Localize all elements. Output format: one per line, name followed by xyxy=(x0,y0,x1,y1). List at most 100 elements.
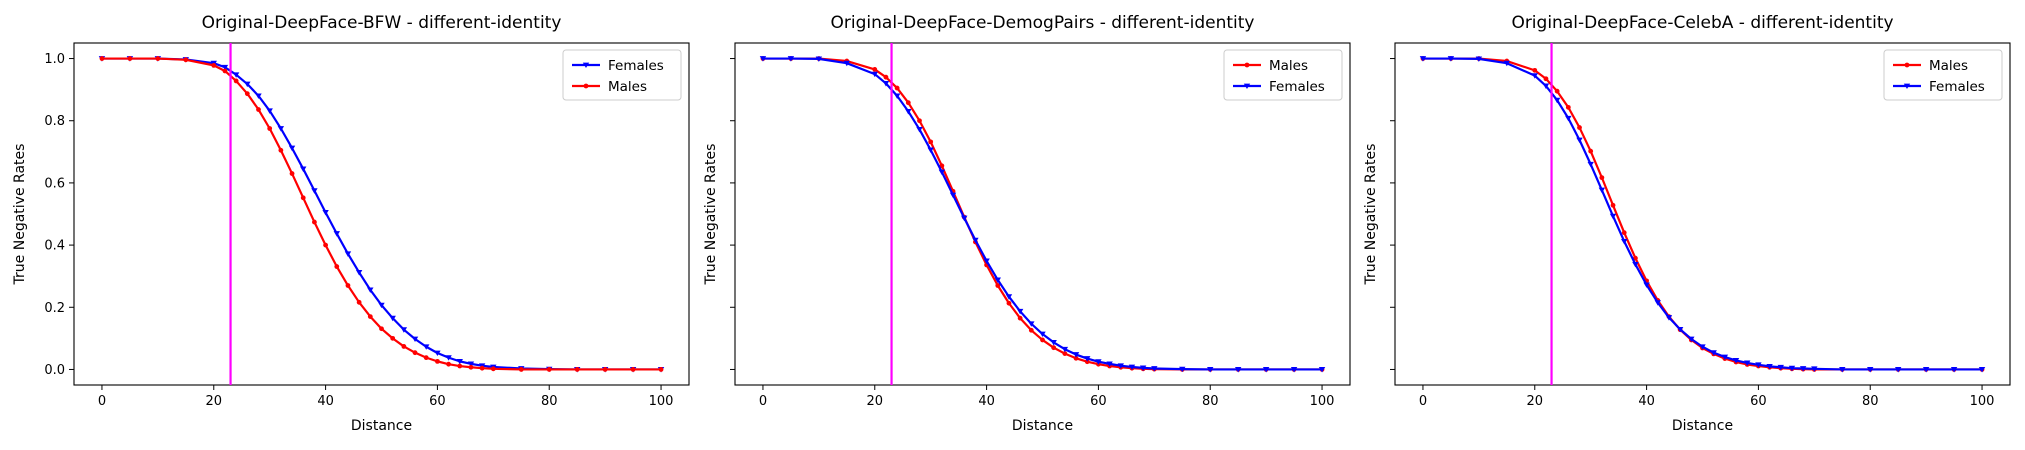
legend-swatch-marker xyxy=(1243,83,1251,90)
data-point xyxy=(244,91,250,97)
x-tick-label: 40 xyxy=(317,394,334,409)
axes-frame xyxy=(734,42,1351,386)
data-point xyxy=(1565,115,1572,122)
data-point xyxy=(1565,104,1571,110)
data-point xyxy=(1095,359,1102,365)
data-point xyxy=(1419,56,1427,62)
x-tick-label: 60 xyxy=(1750,394,1767,409)
data-point xyxy=(927,147,934,153)
data-point xyxy=(267,126,273,131)
data-point xyxy=(289,171,295,176)
panel-demogpairs: Original-DeepFace-DemogPairs - different… xyxy=(703,13,1351,434)
data-point xyxy=(939,163,945,169)
data-point xyxy=(1028,321,1035,327)
data-point xyxy=(995,283,1001,288)
data-point xyxy=(1894,367,1902,373)
data-point xyxy=(1447,56,1455,62)
data-point xyxy=(1699,344,1706,350)
data-point xyxy=(1139,365,1147,371)
plot-area: 0 20 40 60 80 100 0.0 0.2 0.4 0.6 0.8 1.0 xyxy=(44,42,690,409)
data-point xyxy=(1028,327,1034,333)
data-point xyxy=(1207,367,1214,373)
series-markers-males xyxy=(99,56,664,372)
data-point xyxy=(928,139,934,145)
legend-label: Females xyxy=(1269,79,1325,95)
data-point xyxy=(1244,62,1250,68)
data-point xyxy=(583,83,589,89)
data-point xyxy=(1799,366,1807,372)
data-point xyxy=(389,315,396,322)
x-tick-label: 100 xyxy=(1970,394,1995,409)
y-tick-label: 0.6 xyxy=(44,176,65,191)
data-point xyxy=(1072,352,1080,358)
series-markers-females xyxy=(1419,56,1986,373)
data-point xyxy=(893,93,901,99)
x-tick-label: 80 xyxy=(1862,394,1879,409)
data-point xyxy=(1744,360,1751,366)
data-point xyxy=(602,367,608,372)
data-point xyxy=(1978,367,1986,373)
data-point xyxy=(490,366,496,372)
x-tick-label: 0 xyxy=(1419,394,1427,409)
data-point xyxy=(244,81,251,88)
data-point xyxy=(312,219,317,225)
data-point xyxy=(356,299,362,305)
data-point xyxy=(1632,261,1639,268)
legend: Females Males xyxy=(562,49,682,101)
x-tick-label: 20 xyxy=(1526,394,1543,409)
data-point xyxy=(1084,356,1091,362)
data-point xyxy=(423,355,429,361)
data-point xyxy=(1005,294,1013,300)
legend-label: Males xyxy=(608,79,647,95)
data-point xyxy=(1040,337,1045,343)
data-point xyxy=(1904,62,1910,68)
legend-swatch-marker xyxy=(582,62,590,69)
data-point xyxy=(1755,362,1762,368)
x-tick-label: 20 xyxy=(866,394,883,409)
data-point xyxy=(333,231,340,237)
data-point xyxy=(815,56,823,62)
data-point xyxy=(211,62,217,68)
data-point xyxy=(1777,364,1784,371)
data-point xyxy=(1290,367,1298,373)
data-point xyxy=(949,192,957,199)
data-point xyxy=(905,109,912,115)
data-point xyxy=(916,127,923,133)
data-point xyxy=(1084,359,1090,365)
y-tick-label: 0.2 xyxy=(44,301,65,316)
data-point xyxy=(905,100,911,106)
data-point xyxy=(1073,355,1079,361)
data-point xyxy=(1576,137,1583,144)
data-point xyxy=(155,56,161,61)
legend-swatch-marker xyxy=(1244,62,1250,68)
data-point xyxy=(1599,175,1605,181)
legend-label: Males xyxy=(1929,58,1968,74)
legend-label: Females xyxy=(1929,79,1985,95)
x-tick-label: 60 xyxy=(429,394,446,409)
data-point xyxy=(1543,76,1549,82)
data-point xyxy=(1577,125,1582,130)
data-point xyxy=(938,169,946,176)
data-point xyxy=(445,355,452,361)
x-axis-label: Distance xyxy=(1012,418,1073,434)
data-point xyxy=(457,363,463,369)
data-point xyxy=(277,126,285,132)
data-point xyxy=(255,93,262,99)
panel-title: Original-DeepFace-CelebA - different-ide… xyxy=(1511,13,1893,33)
legend-swatch-marker xyxy=(583,83,589,89)
legend-label: Males xyxy=(1269,58,1308,74)
data-point xyxy=(456,358,463,365)
data-point xyxy=(1839,367,1846,373)
data-point xyxy=(479,365,485,371)
data-point xyxy=(435,358,440,364)
data-point xyxy=(446,361,451,367)
data-point xyxy=(994,277,1001,283)
data-point xyxy=(322,210,329,216)
data-point xyxy=(1503,60,1511,67)
data-point xyxy=(345,283,351,288)
data-point xyxy=(367,314,373,319)
data-point xyxy=(1234,367,1242,373)
x-tick-label: 80 xyxy=(541,394,558,409)
data-point xyxy=(1609,213,1617,220)
